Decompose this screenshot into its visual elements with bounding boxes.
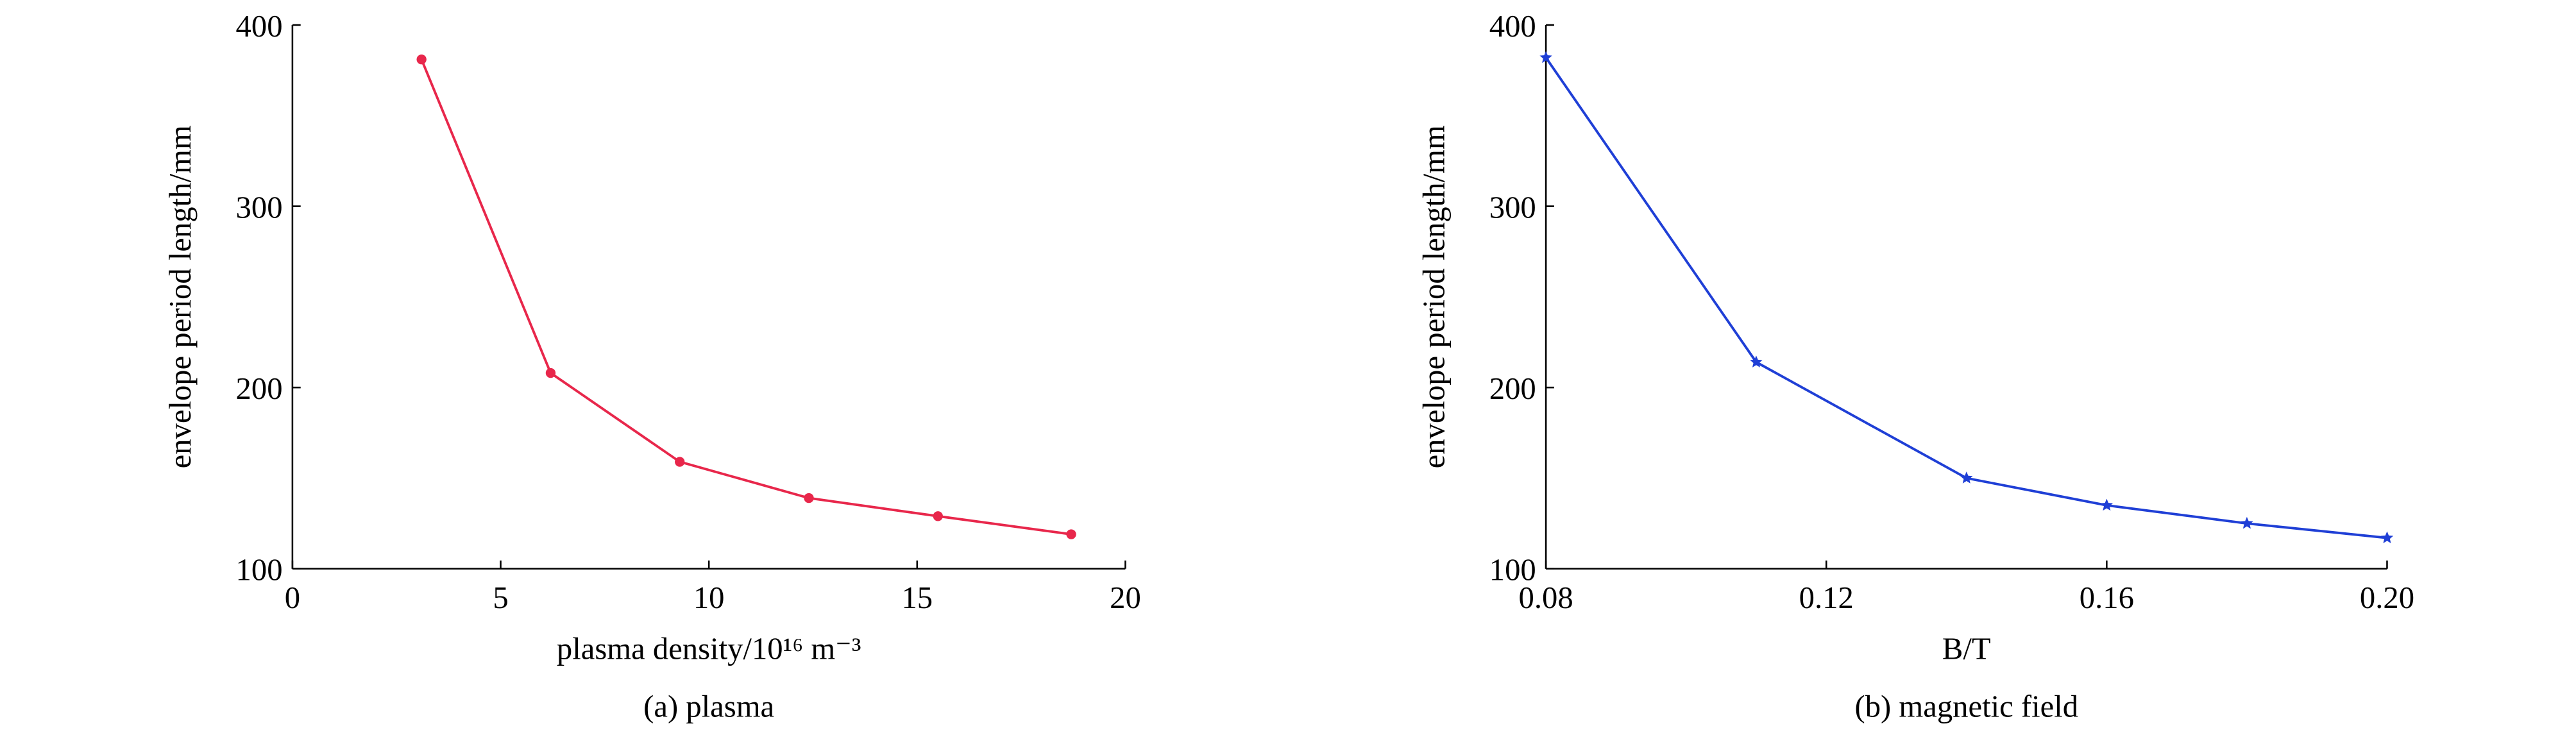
point <box>2100 498 2114 511</box>
caption: (a) plasma <box>643 689 774 723</box>
x-tick-label: 0.20 <box>2360 580 2414 615</box>
y-axis-label: envelope period length/mm <box>163 125 198 468</box>
point <box>1960 471 1973 484</box>
x-tick-label: 15 <box>901 580 933 615</box>
point <box>933 511 943 521</box>
point <box>1750 355 1763 368</box>
x-axis-label: plasma density/10¹⁶ m⁻³ <box>557 632 861 666</box>
point <box>804 493 814 503</box>
x-tick-label: 0.12 <box>1799 580 1854 615</box>
x-tick-label: 10 <box>693 580 725 615</box>
y-tick-label: 100 <box>1489 553 1536 587</box>
point <box>545 368 556 378</box>
point <box>675 457 685 467</box>
series-line <box>420 58 1072 536</box>
point <box>416 54 427 65</box>
y-tick-label: 200 <box>236 371 283 406</box>
y-tick-label: 400 <box>1489 9 1536 44</box>
y-tick-label: 100 <box>236 553 283 587</box>
point <box>2380 531 2394 543</box>
x-tick-label: 5 <box>493 580 508 615</box>
y-axis-label: envelope period length/mm <box>1416 125 1451 468</box>
point <box>2241 516 2253 529</box>
y-tick-label: 300 <box>1489 190 1536 225</box>
x-tick-label: 20 <box>1110 580 1141 615</box>
y-tick-label: 300 <box>236 190 283 225</box>
y-tick-label: 200 <box>1489 371 1536 406</box>
point <box>1066 529 1076 539</box>
point <box>1539 51 1552 63</box>
series-line <box>1545 56 2387 539</box>
x-tick-label: 0 <box>285 580 300 615</box>
y-tick-label: 400 <box>236 9 283 44</box>
x-tick-label: 0.08 <box>1519 580 1573 615</box>
x-axis-label: B/T <box>1942 632 1991 666</box>
caption: (b) magnetic field <box>1855 689 2079 723</box>
x-tick-label: 0.16 <box>2080 580 2134 615</box>
